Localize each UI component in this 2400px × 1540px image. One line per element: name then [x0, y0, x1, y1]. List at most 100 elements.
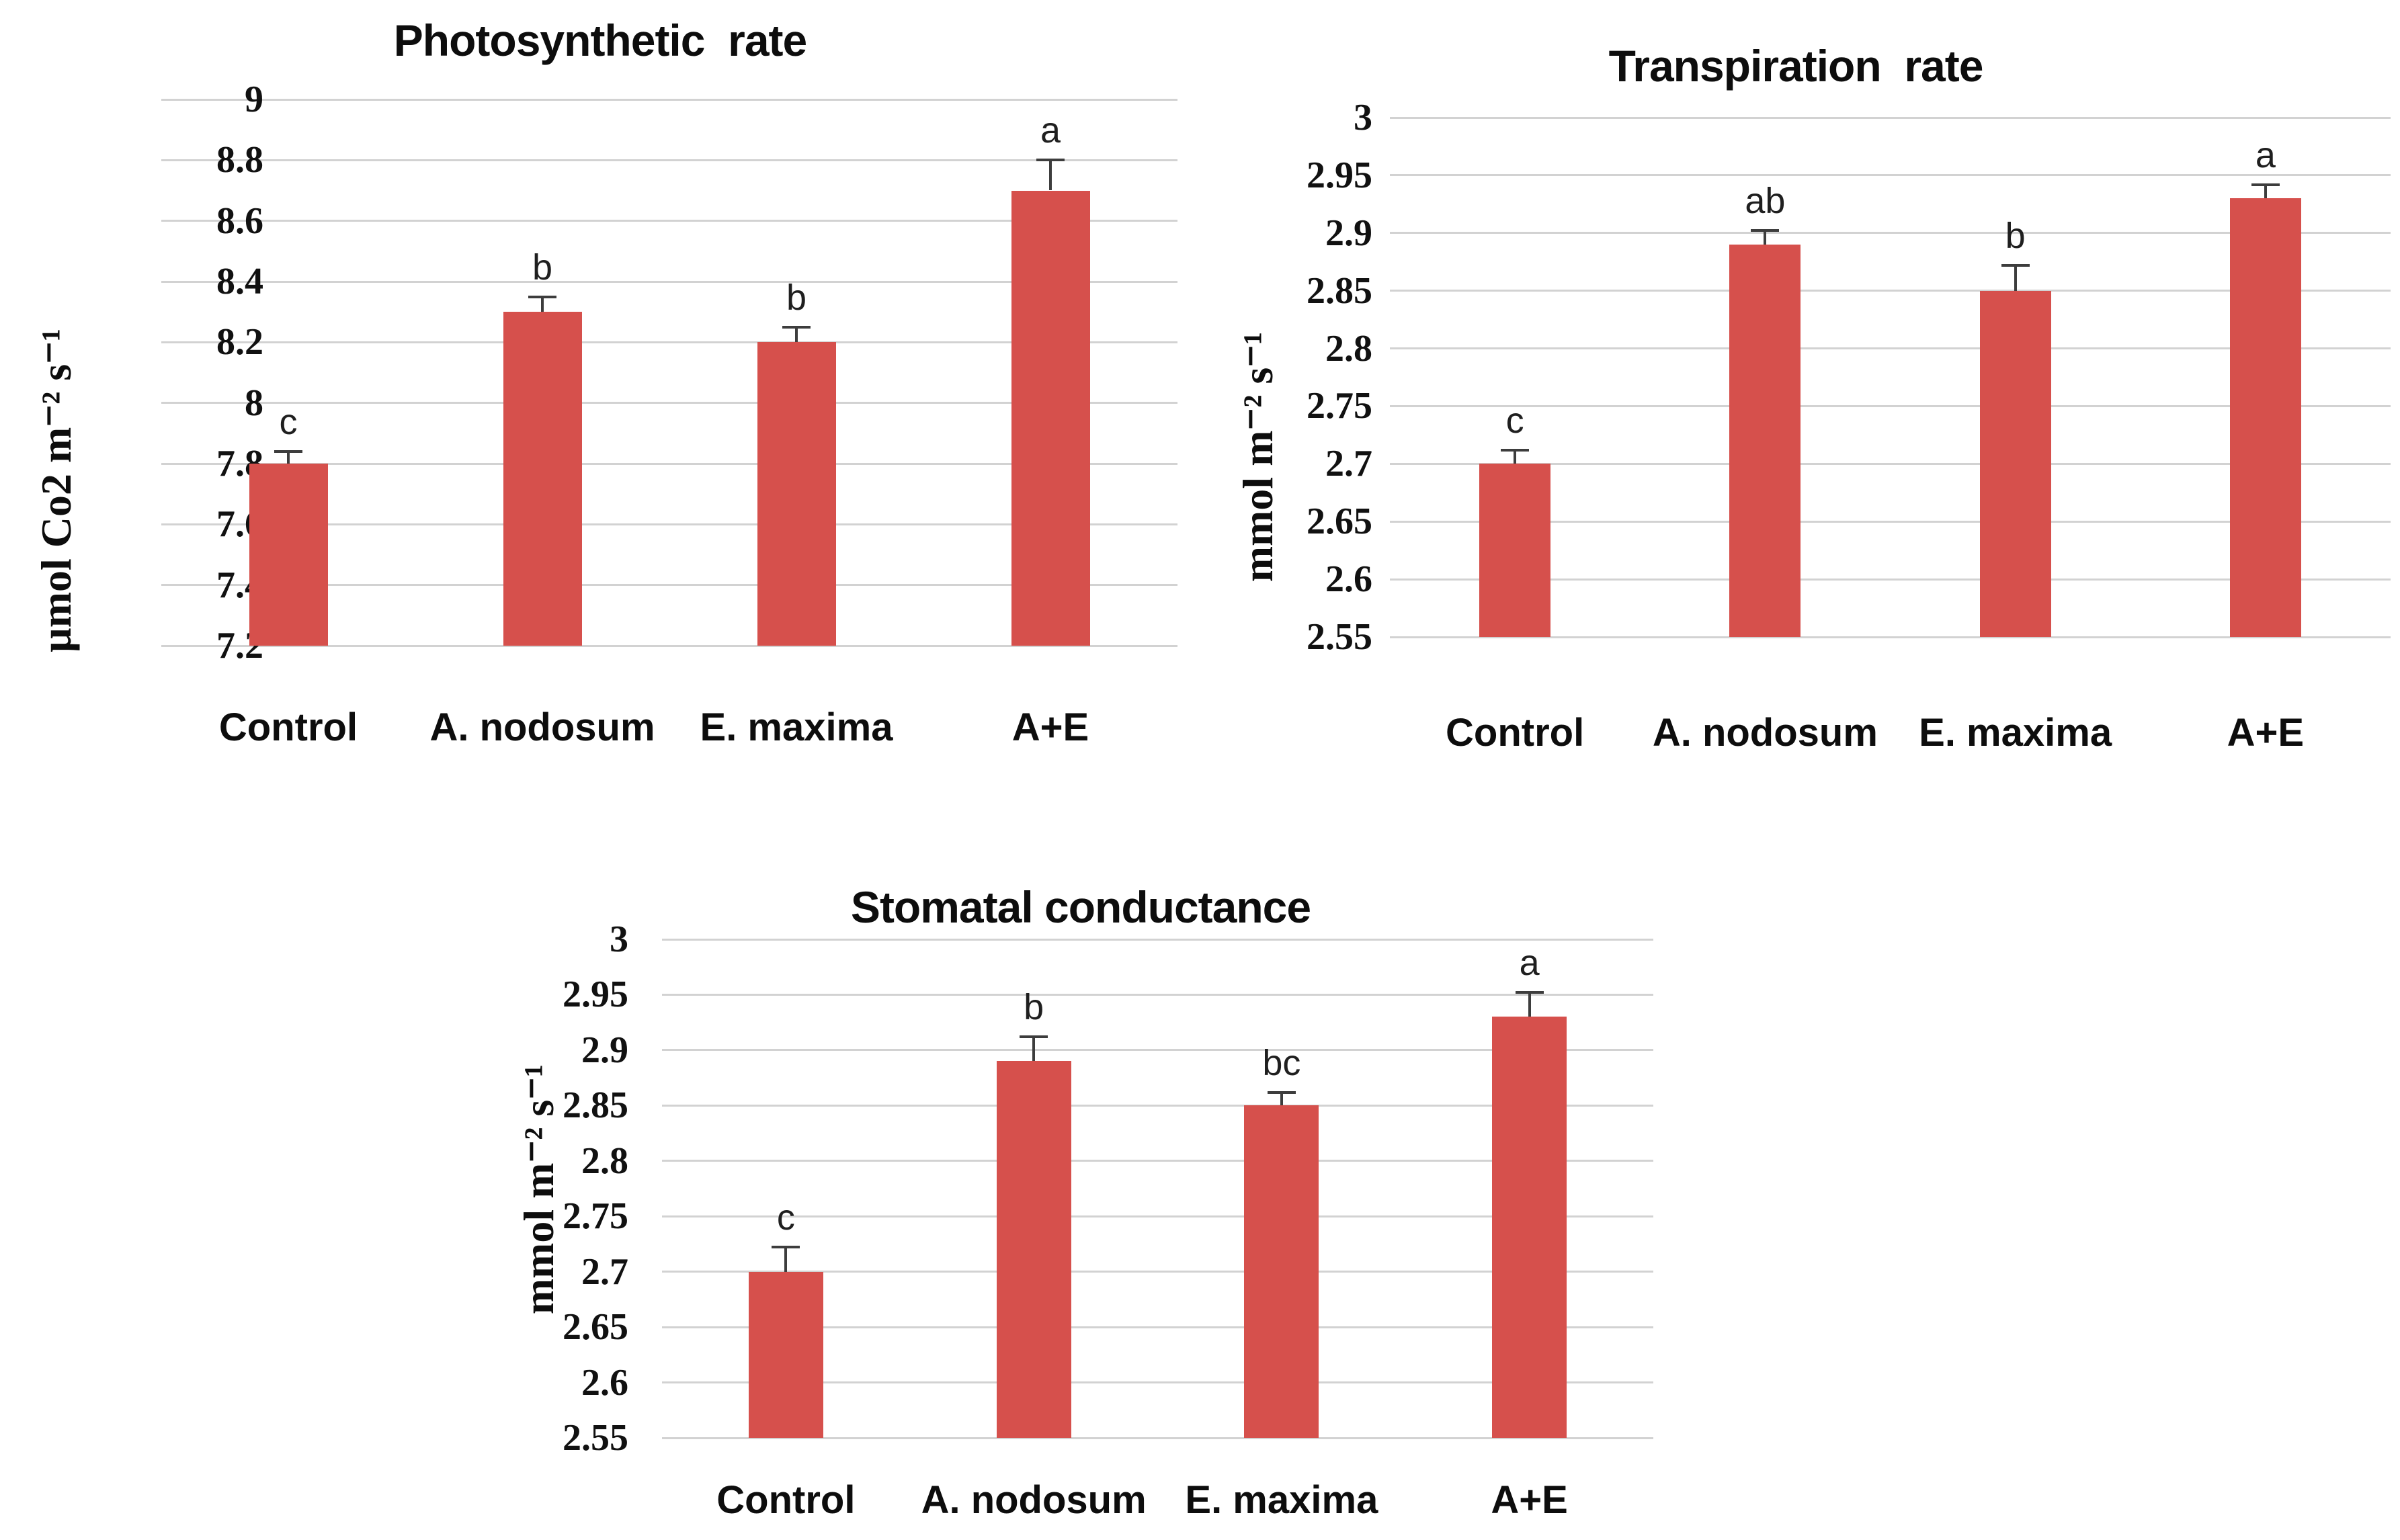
bar-A. nodosum	[1729, 244, 1801, 637]
gridline	[662, 1381, 1653, 1384]
gridline	[161, 220, 1177, 222]
y-tick-label: 2.8	[581, 1140, 628, 1182]
x-category-label: Control	[218, 705, 358, 749]
y-tick-label: 2.85	[1307, 269, 1372, 312]
y-tick-label: 2.9	[581, 1029, 628, 1071]
error-bar-cap	[782, 325, 811, 329]
sig-letter: a	[1519, 943, 1540, 984]
gridline	[161, 523, 1177, 525]
sig-letter: bc	[1262, 1042, 1301, 1083]
y-tick-label: 2.55	[563, 1417, 628, 1459]
y-tick-label: 8.8	[216, 139, 263, 181]
y-tick-label: 7.4	[216, 564, 263, 606]
sig-letter: a	[1040, 110, 1061, 151]
gridline	[161, 584, 1177, 587]
error-bar	[1032, 1037, 1036, 1062]
y-tick-label: 7.8	[216, 443, 263, 484]
sig-letter: c	[776, 1197, 795, 1238]
x-category-label: E. maxima	[1185, 1478, 1378, 1522]
y-tick-label: 8	[245, 382, 263, 424]
y-tick-label: 8.2	[216, 321, 263, 363]
bar-A. nodosum	[503, 312, 582, 646]
error-bar-cap	[1267, 1090, 1296, 1094]
gridline	[1390, 116, 2391, 119]
error-bar	[1514, 450, 1517, 464]
bar-A+E	[1492, 1017, 1567, 1438]
gridline	[662, 1437, 1653, 1439]
x-category-label: A. nodosum	[1652, 711, 1878, 755]
error-bar-cap	[2001, 263, 2030, 267]
error-bar-cap	[1020, 1035, 1048, 1039]
sig-letter: b	[532, 247, 553, 288]
gridline	[662, 1271, 1653, 1273]
bar-E. maxima	[1244, 1105, 1319, 1438]
bar-E. maxima	[757, 342, 836, 646]
error-bar	[1049, 160, 1052, 191]
error-bar-cap	[1751, 229, 1780, 232]
gridline	[1390, 404, 2391, 407]
y-tick-label: 8.6	[216, 200, 263, 242]
gridline	[161, 280, 1177, 283]
error-bar-cap	[528, 295, 556, 298]
error-bar-cap	[1515, 991, 1544, 994]
gridline	[161, 644, 1177, 647]
error-bar	[1764, 230, 1767, 245]
x-category-label: Control	[716, 1478, 856, 1522]
gridline	[161, 98, 1177, 101]
y-tick-label: 2.6	[581, 1361, 628, 1404]
bar-A. nodosum	[996, 1061, 1071, 1438]
bar-A+E	[2229, 198, 2301, 637]
error-bar-cap	[772, 1246, 800, 1249]
y-tick-label: 2.95	[1307, 154, 1372, 196]
sig-letter: b	[2005, 215, 2026, 256]
y-tick-label: 2.6	[1325, 558, 1372, 601]
x-category-label: A. nodosum	[429, 705, 655, 749]
sig-letter: c	[279, 401, 298, 442]
error-bar	[287, 451, 290, 464]
gridline	[161, 402, 1177, 404]
gridline	[662, 993, 1653, 996]
y-tick-label: 2.65	[563, 1306, 628, 1349]
y-tick-label: 8.4	[216, 261, 263, 302]
gridline	[1390, 347, 2391, 350]
error-bar	[2014, 265, 2017, 291]
x-category-label: Control	[1446, 711, 1585, 755]
y-tick-label: 2.95	[563, 974, 628, 1016]
gridline	[662, 1326, 1653, 1328]
chart1-title: Photosynthetic rate	[393, 15, 807, 65]
sig-letter: b	[1024, 987, 1044, 1028]
x-category-label: A+E	[1491, 1478, 1568, 1522]
gridline	[1390, 290, 2391, 292]
sig-letter: a	[2255, 134, 2276, 175]
gridline	[161, 462, 1177, 465]
y-tick-label: 3	[610, 918, 628, 960]
x-category-label: E. maxima	[1919, 711, 2112, 755]
y-tick-label: 7.6	[216, 503, 263, 546]
y-tick-label: 2.75	[1307, 385, 1372, 427]
error-bar	[541, 296, 544, 312]
gridline	[662, 1215, 1653, 1217]
bar-Control	[1479, 464, 1551, 637]
gridline	[1390, 520, 2391, 523]
gridline	[662, 1104, 1653, 1107]
x-category-label: A. nodosum	[921, 1478, 1147, 1522]
y-tick-label: 2.7	[1325, 443, 1372, 485]
y-tick-label: 2.65	[1307, 501, 1372, 543]
gridline	[1390, 232, 2391, 234]
gridline	[662, 1160, 1653, 1162]
sig-letter: c	[1505, 400, 1524, 441]
gridline	[662, 1049, 1653, 1052]
x-category-label: A+E	[2227, 711, 2305, 755]
error-bar-cap	[2251, 183, 2280, 186]
error-bar	[795, 327, 798, 343]
y-tick-label: 3	[1354, 97, 1372, 138]
error-bar-cap	[1036, 159, 1065, 162]
chart3-title: Stomatal conductance	[850, 882, 1311, 932]
gridline	[161, 159, 1177, 161]
gridline	[1390, 462, 2391, 465]
error-bar-cap	[274, 450, 302, 453]
bar-Control	[249, 464, 328, 646]
y-tick-label: 2.85	[563, 1084, 628, 1127]
x-category-label: A+E	[1011, 705, 1089, 749]
